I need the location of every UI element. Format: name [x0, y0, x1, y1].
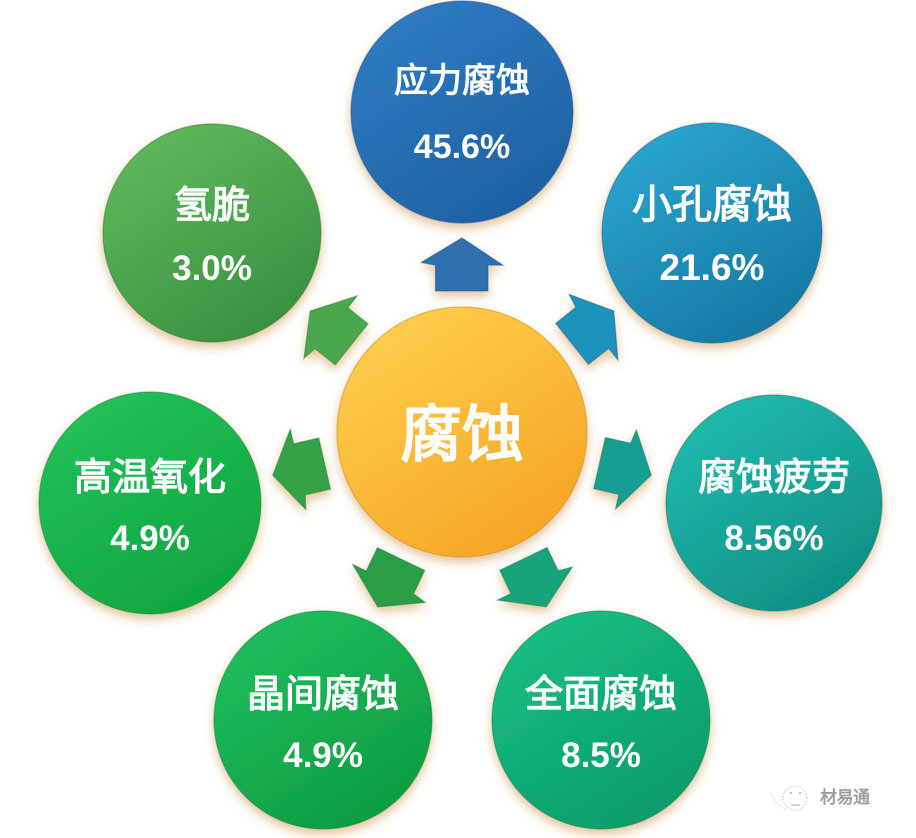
svg-text:21.6%: 21.6% [660, 247, 765, 288]
svg-text:材易通: 材易通 [820, 787, 870, 807]
svg-text:腐蚀: 腐蚀 [400, 401, 524, 470]
svg-text:4.9%: 4.9% [283, 736, 363, 775]
svg-text:高温氧化: 高温氧化 [74, 457, 226, 499]
svg-text:4.9%: 4.9% [110, 519, 190, 558]
svg-text:全面腐蚀: 全面腐蚀 [524, 673, 677, 716]
svg-text:氢脆: 氢脆 [174, 184, 250, 227]
svg-text:小孔腐蚀: 小孔腐蚀 [632, 183, 792, 227]
svg-text:腐蚀疲劳: 腐蚀疲劳 [698, 457, 850, 499]
svg-text:8.56%: 8.56% [724, 519, 823, 558]
svg-text:8.5%: 8.5% [561, 736, 641, 775]
svg-text:应力腐蚀: 应力腐蚀 [394, 62, 530, 100]
svg-text:晶间腐蚀: 晶间腐蚀 [247, 674, 399, 716]
svg-text:45.6%: 45.6% [414, 128, 510, 166]
svg-text:3.0%: 3.0% [172, 249, 252, 288]
